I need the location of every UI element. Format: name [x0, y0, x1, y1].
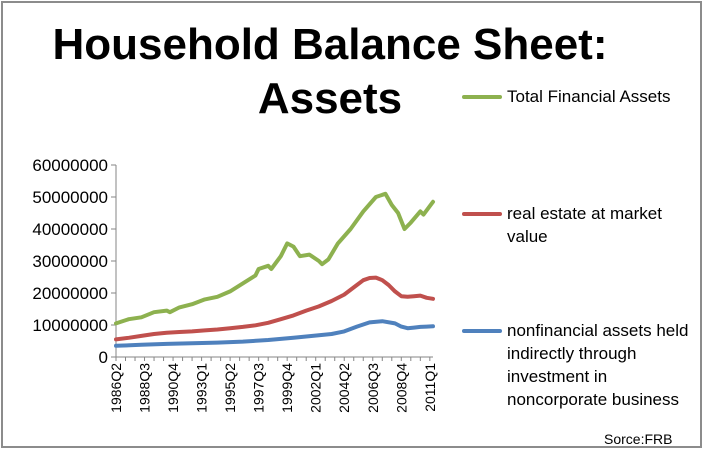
x-tick-label: 1990Q4: [165, 363, 181, 413]
source-note: Sorce:FRB: [604, 431, 673, 447]
x-tick-label: 1993Q1: [194, 363, 210, 413]
y-tick-label: 10000000: [32, 316, 108, 335]
y-tick-label: 0: [99, 348, 108, 367]
x-tick-label: 2008Q4: [393, 363, 409, 413]
y-tick-label: 30000000: [32, 252, 108, 271]
chart-title-line-1: Household Balance Sheet:: [52, 20, 608, 69]
x-tick-label: 2004Q2: [336, 363, 352, 413]
y-tick-label: 50000000: [32, 188, 108, 207]
series-line-2: [114, 319, 435, 348]
chart-title: Household Balance Sheet: Assets: [40, 18, 620, 126]
x-tick-label: 1999Q4: [279, 363, 295, 413]
legend-swatch-blue: [462, 329, 502, 333]
x-tick-label: 1997Q3: [251, 363, 267, 413]
x-tick-label: 2002Q1: [308, 363, 324, 413]
series-line-1: [114, 275, 435, 342]
y-tick-label: 40000000: [32, 220, 108, 239]
x-tick-label: 1986Q2: [108, 363, 124, 413]
legend-label: real estate at market value: [507, 204, 662, 246]
x-tick-label: 1995Q2: [222, 363, 238, 413]
x-tick-label: 2006Q3: [365, 363, 381, 413]
legend-swatch-red: [462, 212, 502, 216]
legend-label: Total Financial Assets: [507, 87, 671, 106]
x-tick-label: 1988Q3: [137, 363, 153, 413]
y-tick-label: 60000000: [32, 156, 108, 175]
y-tick-label: 20000000: [32, 284, 108, 303]
chart-title-line-2: Assets: [257, 74, 403, 123]
legend-label: nonfinancial assets held indirectly thro…: [507, 321, 689, 409]
legend-swatch-green: [462, 95, 502, 99]
series-line-0: [114, 191, 435, 326]
x-tick-label: 2011Q1: [422, 363, 438, 412]
